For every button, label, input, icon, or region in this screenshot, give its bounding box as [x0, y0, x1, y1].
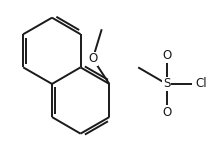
- Text: S: S: [163, 77, 170, 90]
- Text: O: O: [88, 52, 97, 65]
- Text: O: O: [162, 106, 171, 119]
- Text: O: O: [162, 49, 171, 62]
- Text: Cl: Cl: [196, 77, 207, 90]
